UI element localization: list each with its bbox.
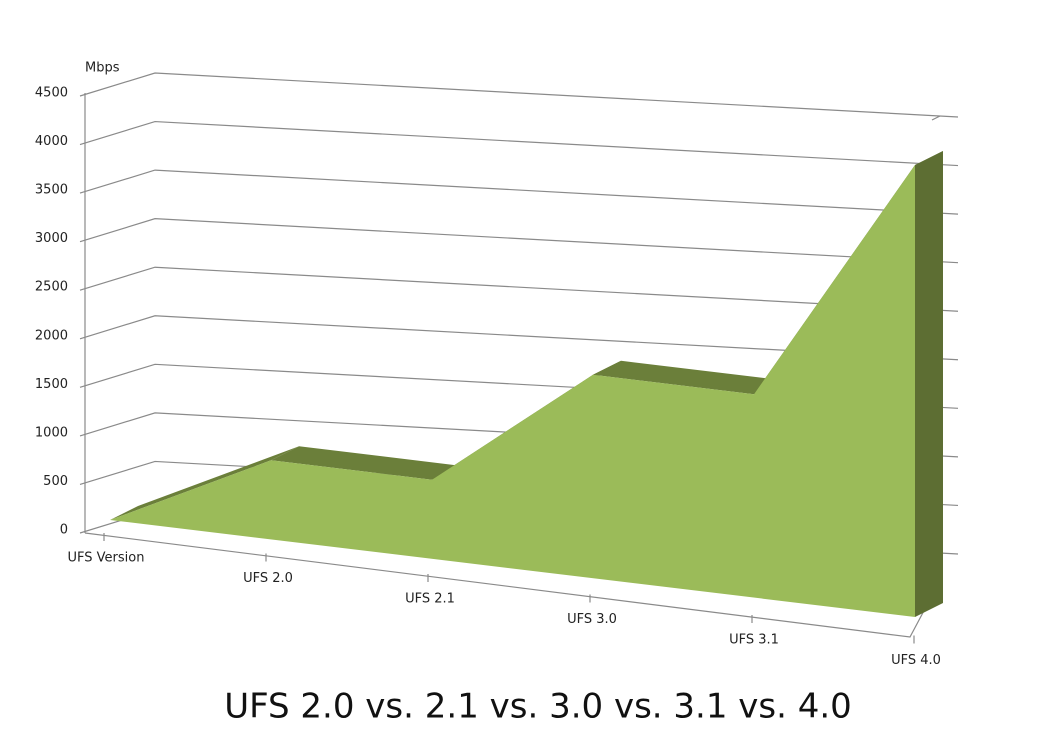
y-axis-label: Mbps <box>85 61 120 76</box>
y-tick-label: 4500 <box>35 86 68 101</box>
grid-line <box>79 266 959 312</box>
area-top <box>271 446 460 480</box>
x-tick-label: UFS Version <box>68 551 145 566</box>
y-tick-label: 2500 <box>35 280 68 295</box>
y-tick-label: 3500 <box>35 183 68 198</box>
y-tick-label: 0 <box>60 523 68 538</box>
grid-line <box>79 315 959 361</box>
area-top <box>593 360 782 395</box>
x-tick-label: UFS 3.0 <box>567 612 617 627</box>
y-tick-label: 1500 <box>35 377 68 392</box>
area-front <box>110 165 915 617</box>
y-tick-label: 4000 <box>35 134 68 149</box>
grid-line <box>79 169 959 215</box>
y-tick-label: 2000 <box>35 328 68 343</box>
grid-line <box>79 218 959 264</box>
x-tick-label: UFS 3.1 <box>729 633 779 648</box>
x-tick-label: UFS 2.0 <box>243 571 293 586</box>
area-side <box>915 151 943 617</box>
right-tick <box>931 115 941 121</box>
y-tick-label: 1000 <box>35 425 68 440</box>
y-tick-label: 3000 <box>35 231 68 246</box>
chart-title: UFS 2.0 vs. 2.1 vs. 3.0 vs. 3.1 vs. 4.0 <box>224 687 852 727</box>
y-tick-label: 500 <box>43 474 68 489</box>
x-tick-label: UFS 4.0 <box>891 653 941 668</box>
grid-line <box>79 72 959 118</box>
grid-line <box>79 120 959 167</box>
area-top <box>110 446 299 520</box>
x-tick-label: UFS 2.1 <box>405 592 455 607</box>
